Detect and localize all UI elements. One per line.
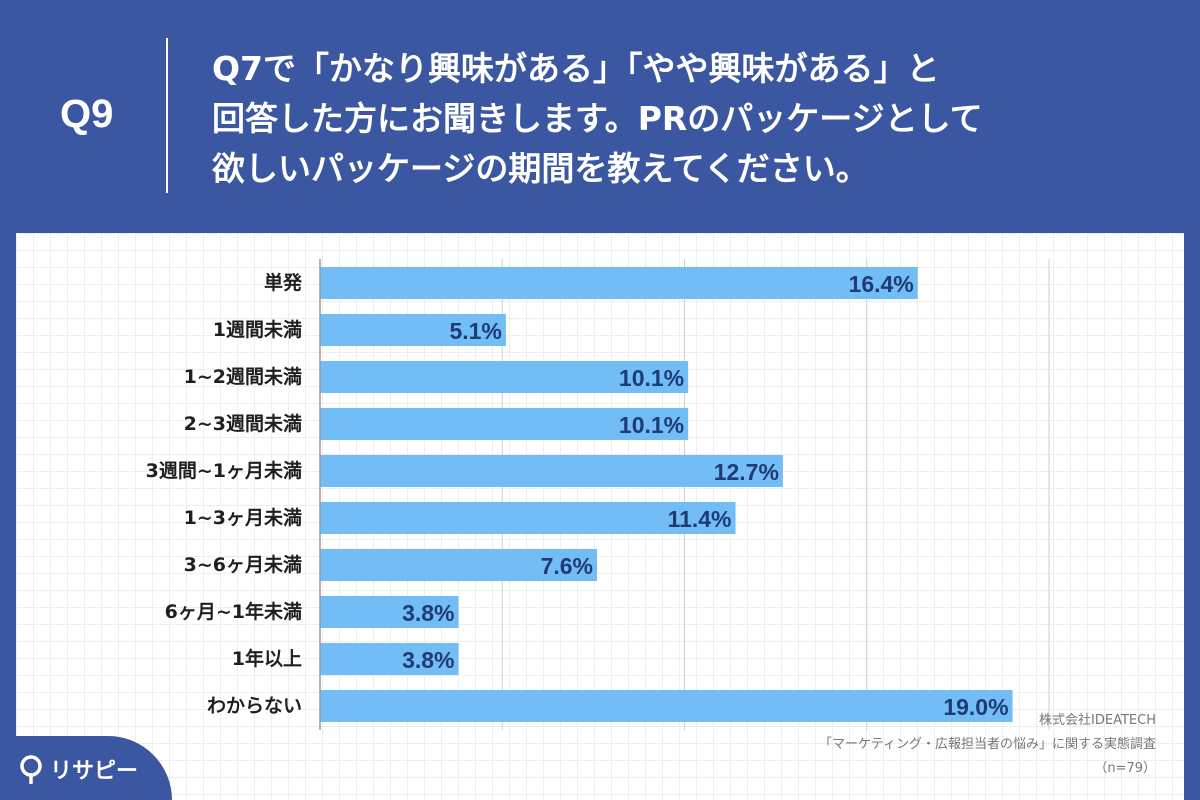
bar-6 [320,549,598,581]
value-label-7: 3.8% [402,600,454,626]
category-label-3: 2~3週間未満 [184,412,302,435]
survey-credit: 株式会社IDEATECH 「マーケティング・広報担当者の悩み」に関する実態調査 … [819,709,1156,781]
credit-sample: （n=79） [1094,761,1156,776]
value-label-1: 5.1% [449,318,501,344]
category-label-6: 3~6ヶ月未満 [184,553,302,576]
bar-2 [320,361,689,393]
category-label-2: 1~2週間未満 [184,365,302,388]
value-label-8: 3.8% [402,647,454,673]
question-number: Q9 [60,92,114,136]
value-label-2: 10.1% [619,365,684,391]
credit-survey: 「マーケティング・広報担当者の悩み」に関する実態調査 [819,737,1156,752]
category-label-5: 1~3ヶ月未満 [184,506,302,529]
question-line-3: 欲しいパッケージの期間を教えてください。 [212,149,869,188]
bar-8 [320,643,459,675]
question-line-1: Q7で「かなり興味がある」「やや興味がある」と [212,49,940,88]
logo-tab [0,736,172,800]
value-label-3: 10.1% [619,412,684,438]
question-divider [166,38,168,193]
value-label-0: 16.4% [849,271,914,297]
logo-text: リサピー [50,759,139,784]
bar-1 [320,314,506,346]
value-label-6: 7.6% [541,553,593,579]
chart-panel: 単発 16.4% 1週間未満 5.1% 1~2週間未満 10.1% 2~3週間未満 10.1%… [16,233,1184,800]
bar-3 [320,408,689,440]
pin-icon [20,755,42,784]
bar-4 [320,455,783,487]
value-label-9: 19.0% [943,694,1008,720]
value-label-5: 11.4% [668,506,732,532]
value-label-4: 12.7% [714,459,779,485]
question-text: Q7で「かなり興味がある」「やや興味がある」と 回答した方にお聞きします。PRの… [212,44,1132,194]
category-label-7: 6ヶ月~1年未満 [165,600,302,623]
bar-5 [320,502,736,534]
category-label-1: 1週間未満 [213,318,302,341]
bar-7 [320,596,459,628]
category-label-8: 1年以上 [232,647,302,670]
brand-logo: リサピー [18,752,138,786]
question-line-2: 回答した方にお聞きします。PRのパッケージとして [212,99,983,138]
bar-chart: 単発 16.4% 1週間未満 5.1% 1~2週間未満 10.1% 2~3週間未満 10.1%… [146,259,1050,730]
category-label-0: 単発 [264,271,303,294]
credit-company: 株式会社IDEATECH [1039,713,1156,728]
bar-0 [320,267,918,299]
bar-9 [320,690,1013,722]
category-label-9: わからない [207,695,302,717]
category-label-4: 3週間~1ヶ月未満 [146,459,302,482]
